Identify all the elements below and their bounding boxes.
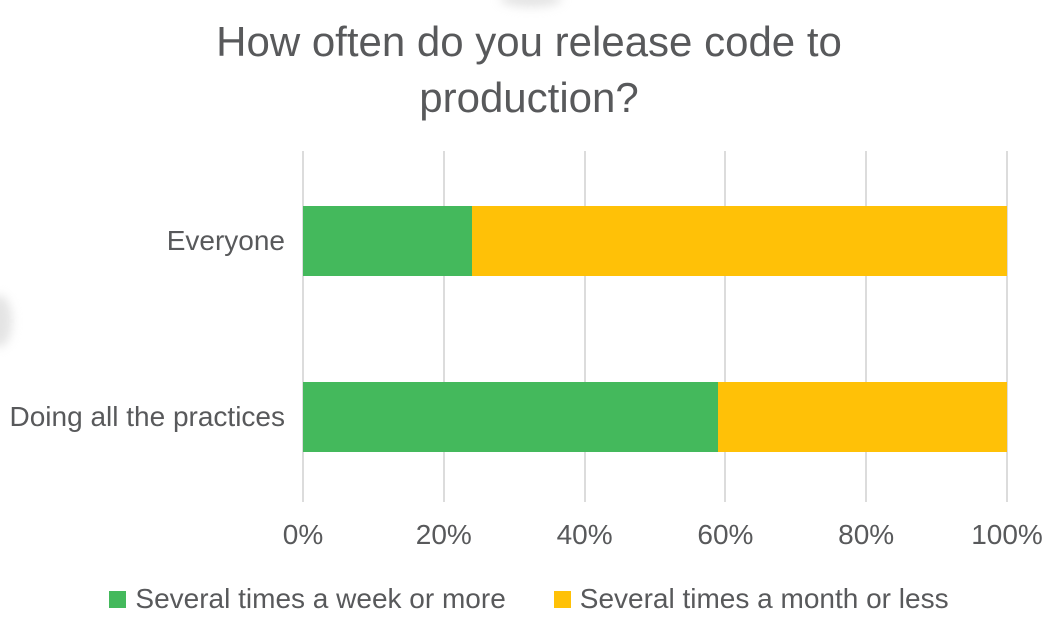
x-tick-label: 0% bbox=[282, 519, 324, 550]
gridline bbox=[302, 151, 304, 502]
x-tick-label: 100% bbox=[971, 519, 1043, 550]
legend-item-month-or-less: Several times a month or less bbox=[553, 582, 949, 616]
x-tick-label: 60% bbox=[697, 519, 754, 550]
category-label-doing-all-practices: Doing all the practices bbox=[9, 401, 285, 432]
x-tick-label: 80% bbox=[838, 519, 895, 550]
bar-segment-month-or-less bbox=[718, 382, 1007, 452]
gridline bbox=[583, 151, 586, 502]
legend-label: Several times a month or less bbox=[579, 583, 949, 614]
legend-swatch-yellow bbox=[553, 590, 571, 608]
plot-area bbox=[302, 151, 1008, 502]
legend: Several times a week or more Several tim… bbox=[0, 582, 1058, 616]
x-axis: 0% 20% 40% 60% 80% 100% bbox=[283, 517, 1043, 557]
gridline bbox=[865, 151, 868, 502]
legend-label: Several times a week or more bbox=[135, 583, 506, 614]
shadow-artifact-top bbox=[500, 0, 562, 7]
gridline bbox=[1006, 151, 1008, 502]
legend-item-week-or-more: Several times a week or more bbox=[109, 582, 506, 616]
bar-segment-week-or-more bbox=[303, 206, 472, 276]
bar-segment-month-or-less bbox=[471, 206, 1007, 276]
legend-swatch-green bbox=[109, 590, 127, 608]
bar-row bbox=[303, 206, 1007, 276]
shadow-artifact-left bbox=[0, 295, 12, 347]
gridline bbox=[442, 151, 445, 502]
chart-title-text: How often do you release code to product… bbox=[216, 18, 842, 121]
bar-segment-week-or-more bbox=[303, 382, 719, 452]
bar-row bbox=[303, 382, 1007, 452]
x-tick-label: 20% bbox=[415, 519, 472, 550]
x-tick-label: 40% bbox=[556, 519, 613, 550]
gridline bbox=[724, 151, 727, 502]
category-label-everyone: Everyone bbox=[166, 225, 285, 256]
chart-title: How often do you release code to product… bbox=[0, 14, 1058, 126]
